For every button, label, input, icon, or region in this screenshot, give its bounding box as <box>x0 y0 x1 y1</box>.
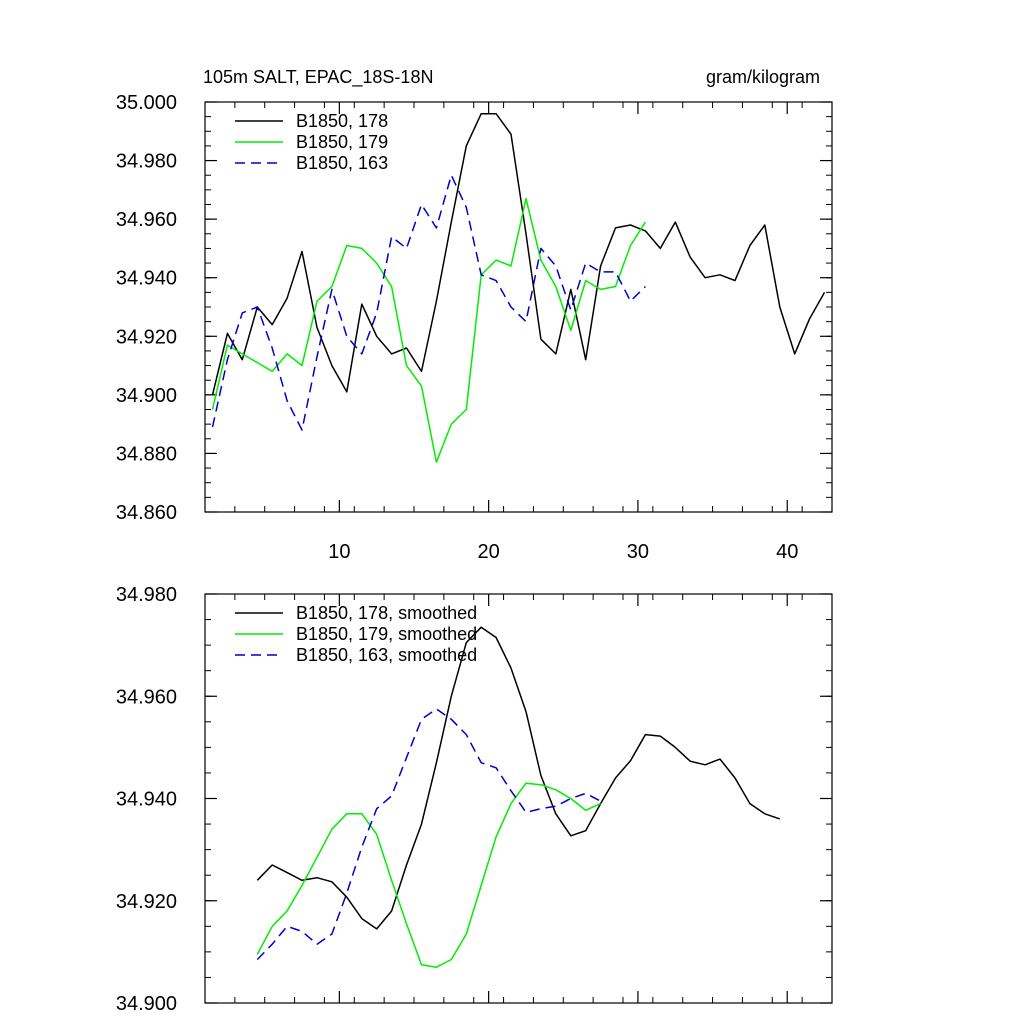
y-tick-label: 34.920 <box>116 326 177 348</box>
y-tick-label: 35.000 <box>116 92 177 114</box>
legend-label: B1850, 179 <box>296 132 388 152</box>
y-tick-label: 34.940 <box>116 268 177 290</box>
y-tick-label: 34.980 <box>116 584 177 606</box>
y-tick-label: 34.860 <box>116 502 177 524</box>
y-tick-label: 34.960 <box>116 686 177 708</box>
y-tick-label: 34.940 <box>116 789 177 811</box>
legend-label: B1850, 178 <box>296 111 388 131</box>
top-panel: 10 20 30 40 34.860 34.880 34.900 34.920 34.940 34… <box>116 92 833 563</box>
y-tick-label: 34.900 <box>116 385 177 407</box>
legend-label: B1850, 178, smoothed <box>296 603 477 623</box>
series-line-2 <box>211 197 647 463</box>
legend-label: B1850, 163, smoothed <box>296 645 477 665</box>
series-line-3 <box>211 174 646 431</box>
series-line-3 <box>256 708 601 961</box>
y-tick-label: 34.880 <box>116 443 177 465</box>
bottom-panel: 34.900 34.920 34.940 34.960 34.980 B1850, 178… <box>116 584 833 1015</box>
legend-label: B1850, 163 <box>296 153 388 173</box>
series-line-1 <box>256 626 781 930</box>
y-tick-label: 34.980 <box>116 151 177 173</box>
y-tick-label: 34.920 <box>116 891 177 913</box>
legend-label: B1850, 179, smoothed <box>296 624 477 644</box>
x-tick-label: 20 <box>478 541 500 563</box>
x-tick-label: 30 <box>627 541 649 563</box>
top-title-right: gram/kilogram <box>706 67 820 87</box>
x-tick-label: 40 <box>776 541 798 563</box>
y-tick-label: 34.900 <box>116 993 177 1015</box>
y-tick-label: 34.960 <box>116 209 177 231</box>
series-line-2 <box>256 782 601 968</box>
top-title-left: 105m SALT, EPAC_18S-18N <box>203 67 433 88</box>
x-tick-label: 10 <box>328 541 350 563</box>
